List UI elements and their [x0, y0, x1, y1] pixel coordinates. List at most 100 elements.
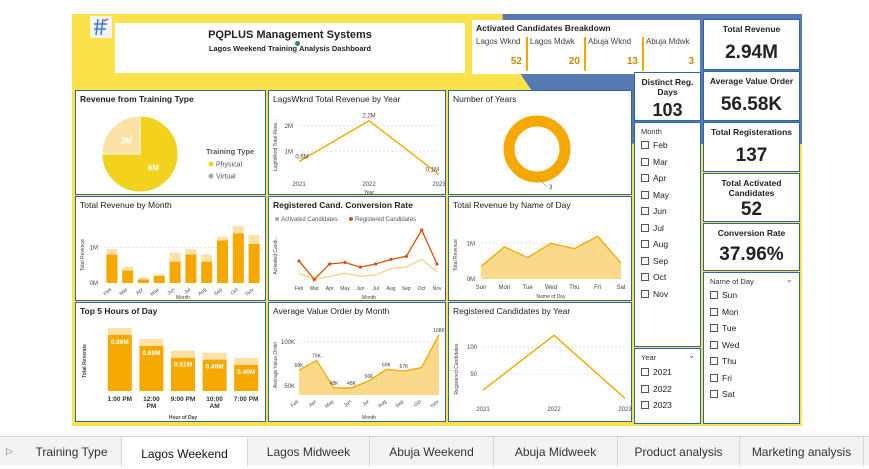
month-option[interactable]: Oct	[641, 272, 666, 282]
chart-avo-month: Average Value Order by Month 50K 100K Aver…	[268, 302, 446, 422]
month-option[interactable]: Aug	[641, 239, 668, 249]
x-tick: Apr	[135, 287, 145, 297]
tab-lagos-weekend[interactable]: Lagos Weekend	[122, 437, 248, 466]
dayname-option[interactable]: Fri	[710, 373, 732, 383]
dayname-option-label: Wed	[722, 339, 740, 350]
checkbox[interactable]	[641, 141, 649, 149]
month-option[interactable]: Feb	[641, 140, 668, 150]
dayname-option-label: Tue	[722, 323, 737, 333]
checkbox[interactable]	[641, 190, 649, 199]
kpi-label: Conversion Rate	[717, 228, 786, 238]
month-option[interactable]: Jun	[641, 206, 667, 216]
legend-marker	[349, 217, 353, 221]
checkbox[interactable]	[641, 174, 649, 182]
header-dot	[295, 41, 300, 46]
bar-virtual	[137, 277, 150, 280]
y-tick: 1M	[467, 241, 475, 247]
y-tick: 2M	[285, 124, 293, 130]
data-label: 79K	[312, 353, 322, 359]
data-point	[420, 228, 424, 232]
data-point	[374, 262, 378, 266]
month-slicer: Month Feb Mar Apr May Jun Jul Aug Sep Oct Nov	[634, 122, 701, 347]
series-line	[298, 258, 438, 281]
month-option[interactable]: Apr	[641, 173, 666, 183]
bar-virtual	[122, 267, 134, 271]
tab-scroll-icon[interactable]: ▷	[6, 446, 13, 456]
checkbox[interactable]	[641, 401, 649, 409]
dayname-option[interactable]: Mon	[710, 307, 739, 317]
checkbox[interactable]	[710, 324, 718, 332]
year-option[interactable]: 2023	[641, 400, 672, 410]
month-option[interactable]: Nov	[641, 289, 668, 299]
year-option[interactable]: 2021	[641, 367, 672, 377]
lagswknd-year-line: 1M 2M LagsWknd Total Reve... 0.6M 2021 2.2M 20…	[273, 114, 446, 194]
x-tick: Jul	[372, 286, 378, 292]
x-tick: Aug	[197, 287, 208, 297]
checkbox[interactable]	[641, 273, 649, 281]
month-option[interactable]: May	[641, 190, 669, 200]
bar-virtual	[153, 274, 165, 276]
kpi-average-value-order: Average Value Order 56.58K	[703, 71, 800, 121]
checkbox[interactable]	[710, 307, 718, 316]
y-axis-label: Total Revenue	[80, 239, 86, 271]
dayname-option[interactable]: Sun	[710, 290, 737, 300]
checkbox[interactable]	[641, 368, 649, 376]
legend-marker	[208, 161, 214, 167]
checkbox[interactable]	[710, 357, 718, 365]
pie-label: 6M	[148, 163, 159, 172]
checkbox[interactable]	[641, 157, 649, 166]
tab-abuja-weekend[interactable]: Abuja Weekend	[370, 437, 494, 466]
x-tick: 2022	[547, 407, 561, 413]
bar-physical	[106, 254, 118, 283]
checkbox[interactable]	[641, 240, 649, 248]
tab-product-analysis[interactable]: Product analysis	[618, 437, 740, 466]
area-fill	[481, 236, 621, 279]
tab-marketing-analysis[interactable]: Marketing analysis	[740, 437, 864, 466]
month-option-label: Jul	[653, 222, 664, 233]
checkbox[interactable]	[641, 289, 649, 298]
checkbox[interactable]	[641, 256, 649, 265]
breakdown-value: 52	[510, 56, 522, 67]
legend-entry: Virtual	[216, 174, 236, 181]
checkbox[interactable]	[710, 390, 718, 398]
breakdown-label: Lagos Mdwk	[530, 37, 575, 46]
leader-line	[536, 176, 548, 188]
checkbox[interactable]	[710, 340, 718, 349]
chevron-down-icon[interactable]: ⌄	[688, 351, 695, 360]
x-tick: May	[340, 286, 350, 292]
checkbox[interactable]	[710, 373, 718, 382]
month-option[interactable]: Jul	[641, 223, 664, 233]
tab-abuja-midweek[interactable]: Abuja Midweek	[494, 437, 618, 466]
dayname-option[interactable]: Tue	[710, 323, 736, 333]
checkbox[interactable]	[641, 223, 649, 232]
dayname-option[interactable]: Thu	[710, 356, 737, 366]
year-option[interactable]: 2022	[641, 384, 672, 394]
page-tabs-bar: ▷ Training Type Lagos Weekend Lagos Midwee…	[0, 436, 869, 466]
kpi-total-activated: Total Activated Candidates 52	[703, 173, 800, 222]
x-tick: 2022	[362, 182, 376, 188]
tab-lagos-midweek[interactable]: Lagos Midweek	[248, 437, 370, 466]
y-axis-label: LagsWknd Total Reve...	[273, 119, 279, 172]
chart-title: Top 5 Hours of Day	[80, 306, 158, 316]
x-tick: Fri	[594, 285, 601, 291]
dayname-option[interactable]: Sat	[710, 389, 735, 399]
checkbox[interactable]	[710, 291, 718, 299]
dayname-option[interactable]: Wed	[710, 340, 739, 350]
x-tick: Feb	[295, 286, 304, 292]
month-option[interactable]: Mar	[641, 157, 668, 167]
y-tick: 50	[470, 372, 477, 378]
tab-training-type[interactable]: Training Type	[22, 437, 122, 466]
chart-title: Revenue from Training Type	[80, 94, 194, 104]
x-tick: 2023	[432, 182, 446, 188]
y-tick: 1M	[90, 245, 98, 251]
x-tick: 12:00	[143, 396, 160, 403]
x-tick: Sat	[616, 285, 625, 291]
chevron-down-icon[interactable]: ⌄	[785, 274, 793, 284]
revenue-month-bars: 0M 1M Total Revenue Feb Mar Apr May Jun Jul Aug Se…	[80, 226, 262, 300]
x-axis-label: Month	[362, 295, 376, 301]
checkbox[interactable]	[641, 207, 649, 215]
breakdown-item: Lagos Mdwk 20	[530, 37, 586, 71]
month-option[interactable]: Sep	[641, 256, 668, 266]
checkbox[interactable]	[641, 384, 649, 393]
